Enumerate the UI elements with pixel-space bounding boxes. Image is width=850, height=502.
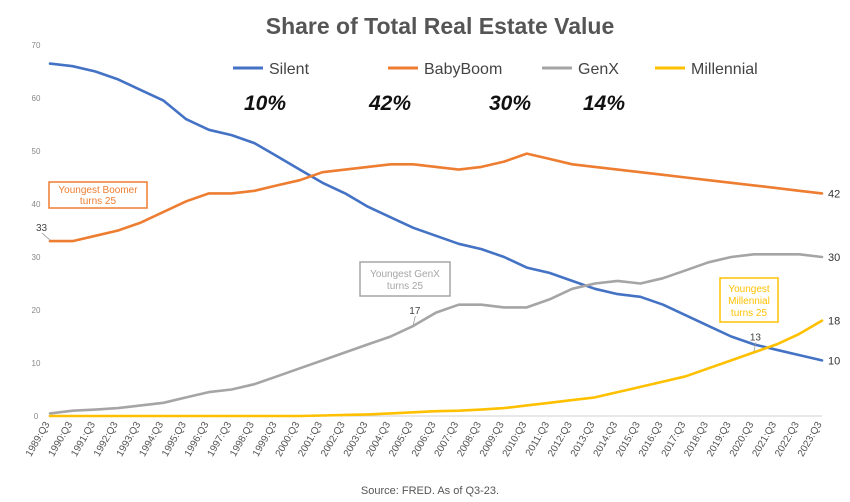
series-line-genx xyxy=(48,253,824,415)
share-value-millennial: 14% xyxy=(583,92,625,115)
chart-axes: 0102030405060701989:Q31990:Q31991:Q31992… xyxy=(24,41,825,459)
annotation-3-line-3: turns 25 xyxy=(731,308,768,319)
chart-title: Share of Total Real Estate Value xyxy=(266,13,615,39)
annotation-1-line-1: Youngest Boomer xyxy=(58,185,138,196)
annotation-box-2 xyxy=(359,261,451,297)
legend-label-silent: Silent xyxy=(269,61,310,78)
chart-legend: Silent 10% BabyBoom 42% GenX 30% Millennial 14% xyxy=(233,61,758,115)
legend-label-babyboom: BabyBoom xyxy=(424,61,502,78)
chart-lines xyxy=(48,62,824,418)
annotation-3-line-1: Youngest xyxy=(728,284,770,295)
y-tick-label-70: 70 xyxy=(32,41,41,50)
annotation-box-3 xyxy=(719,277,779,323)
end-label-millennial: 18 xyxy=(828,316,840,328)
point-label-millennial: 13 xyxy=(750,332,762,343)
point-label-leader-millennial xyxy=(753,342,757,352)
share-value-babyboom: 42% xyxy=(368,92,411,115)
annotation-2-line-1: Youngest GenX xyxy=(370,269,440,280)
y-tick-label-20: 20 xyxy=(32,306,41,315)
y-tick-label-40: 40 xyxy=(32,200,41,209)
share-value-genx: 30% xyxy=(489,92,531,115)
y-tick-label-30: 30 xyxy=(32,253,41,262)
annotation-2-line-2: turns 25 xyxy=(387,281,424,292)
annotation-3-line-2: Millennial xyxy=(728,296,770,307)
point-label-babyboom: 33 xyxy=(36,223,48,234)
end-label-silent: 10 xyxy=(828,355,840,367)
end-label-genx: 30 xyxy=(828,252,840,264)
series-line-millennial xyxy=(48,319,824,418)
point-label-genx: 17 xyxy=(409,306,421,317)
y-tick-label-10: 10 xyxy=(32,359,41,368)
point-label-leader-babyboom xyxy=(41,232,51,241)
chart-labels: 10 42 30 18 33 17 13 xyxy=(36,188,840,367)
y-tick-label-0: 0 xyxy=(34,412,39,421)
y-tick-label-60: 60 xyxy=(32,94,41,103)
share-value-silent: 10% xyxy=(244,92,286,115)
point-label-leader-genx xyxy=(412,315,416,325)
annotation-box-1 xyxy=(48,181,148,209)
legend-label-genx: GenX xyxy=(578,61,619,78)
series-line-silent xyxy=(48,62,824,362)
end-label-babyboom: 42 xyxy=(828,188,840,200)
series-line-babyboom xyxy=(48,152,824,243)
source-note: Source: FRED. As of Q3-23. xyxy=(361,485,499,497)
y-tick-label-50: 50 xyxy=(32,147,41,156)
annotation-1-line-2: turns 25 xyxy=(80,196,117,207)
legend-label-millennial: Millennial xyxy=(691,61,758,78)
